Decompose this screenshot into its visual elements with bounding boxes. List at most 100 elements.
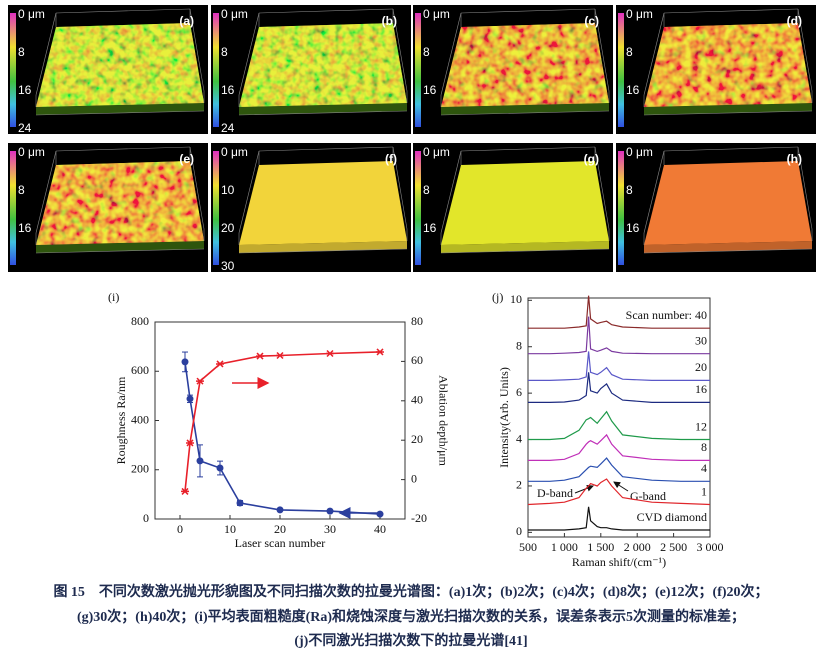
series-line [184,351,381,492]
series-line [527,478,711,506]
wireframe [258,146,394,152]
wireframe [258,8,394,14]
scale-label: 0 μm [626,145,653,159]
scale-label: 0 μm [221,7,248,21]
data-point [186,395,194,403]
annotation: G-band [630,489,666,503]
surface-texture [644,23,812,107]
scale-label: 8 [626,183,633,197]
x-tick-label: 1 500 [587,540,614,554]
caption-line: 图 15 不同次数激光抛光形貌图及不同扫描次数的拉曼光谱图：(a)1次；(b)2… [53,583,768,600]
surface-texture [239,23,407,107]
panel-label: (j) [492,290,503,304]
series-line [528,316,710,355]
scale-label: 16 [221,83,235,97]
annotation-arrow [613,481,629,492]
annotation-arrow [574,484,594,494]
data-point [216,360,224,368]
data-point [181,358,189,366]
surface-texture [36,161,204,245]
y2-tick-label: 20 [411,432,423,446]
surface [441,161,609,245]
y2-axis-label: Ablation depth/μm [436,375,450,466]
series-line [184,361,381,515]
x-axis-label: Raman shift/(cm⁻¹) [572,555,666,569]
series-label: 4 [701,461,707,475]
series-label: 12 [695,419,707,433]
scale-label: 8 [18,45,25,59]
y2-tick-label: 40 [411,393,423,407]
y-tick-label: 6 [516,385,522,399]
caption-line: (g)30次；(h)40次；(i)平均表面粗糙度(Ra)和烧蚀深度与激光扫描次数… [77,608,745,625]
scale-label: 8 [221,45,228,59]
wireframe [238,150,260,234]
wireframe [55,8,191,14]
y-tick-label: 10 [510,292,522,306]
wireframe [460,8,596,14]
panel-label: (d) [787,14,802,28]
color-bar [415,151,421,265]
series-label: Scan number: 40 [626,308,707,322]
scale-label: 16 [626,83,640,97]
series-line [528,295,710,329]
x-tick-label: 2 500 [660,540,687,554]
scale-label: 16 [18,83,32,97]
y-tick-label: 400 [131,412,149,426]
scale-label: 20 [221,221,235,235]
y2-tick-label: -20 [411,511,427,525]
y2-tick-label: 60 [411,353,423,367]
wireframe [594,146,610,230]
wireframe [460,146,596,152]
color-bar [10,151,16,265]
data-point [216,464,224,472]
wireframe [35,150,57,234]
scale-label: 24 [18,121,32,135]
wireframe [35,248,205,254]
x-tick-label: 40 [374,522,386,536]
surface [239,161,407,245]
data-point [196,377,204,385]
wireframe [643,110,813,116]
wireframe [643,248,813,254]
scale-label: 16 [18,221,32,235]
x-tick-label: 20 [274,522,286,536]
series-label: 16 [695,382,707,396]
x-axis-label: Laser scan number [235,536,326,550]
data-point [326,507,334,515]
data-point [276,506,284,514]
wireframe [392,8,408,92]
surface-panels: (a) 0 μm 8 16 24 (b) 0 μm 8 16 24 (c) 0 μm 8 16 (d) 0 μ… [8,5,816,273]
scale-label: 10 [221,183,235,197]
color-bar [618,13,624,127]
wireframe [35,12,57,96]
series-line [528,410,710,441]
wireframe [440,150,462,234]
surface-texture [36,23,204,107]
scale-label: 8 [423,45,430,59]
wireframe [797,8,813,92]
series-label: 20 [695,360,707,374]
x-tick-label: 30 [324,522,336,536]
y-tick-label: 4 [516,431,522,445]
panel-label: (a) [179,14,194,28]
wireframe [663,146,799,152]
data-point [376,510,384,518]
wireframe [594,8,610,92]
y-tick-label: 600 [131,363,149,377]
data-point [196,457,204,465]
x-tick-label: 2 000 [624,540,651,554]
series-line [528,457,710,482]
wireframe [643,150,665,234]
y2-tick-label: 80 [411,314,423,328]
panel-label: (c) [584,14,599,28]
wireframe [663,8,799,14]
wireframe [440,110,610,116]
plot-frame [527,297,711,538]
wireframe [238,110,408,116]
color-bar [213,13,219,127]
scale-label: 0 μm [18,145,45,159]
scale-label: 8 [626,45,633,59]
color-bar [10,13,16,127]
wireframe [440,248,610,254]
y-tick-label: 200 [131,462,149,476]
